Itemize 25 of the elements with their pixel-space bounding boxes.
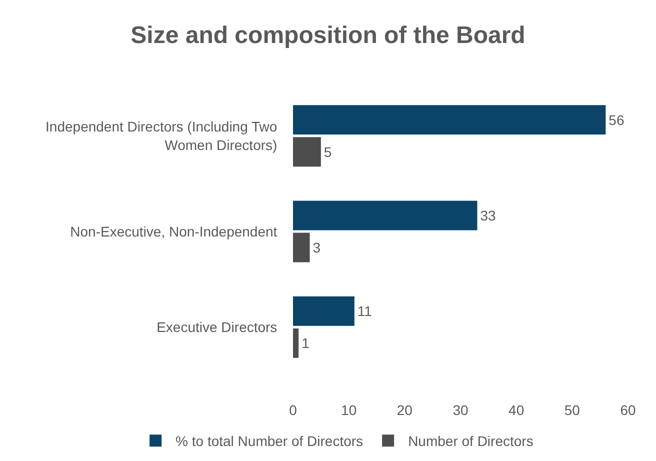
legend-label: % to total Number of Directors [176,433,364,450]
data-label: 3 [312,240,321,256]
x-tick-label: 40 [508,402,524,418]
bar [293,328,299,358]
data-label: 11 [357,303,372,320]
x-tick-label: 30 [452,402,468,418]
legend-label: Number of Directors [408,433,534,450]
data-label: 56 [608,112,624,128]
bar [293,105,606,135]
y-tick-label: Non-Executive, Non-Independent [70,223,278,240]
y-tick-label: Executive Directors [156,319,278,336]
bar [293,137,321,167]
bar [293,232,310,262]
bar [293,296,354,326]
x-tick-label: 50 [564,402,580,418]
data-label: 5 [324,144,332,160]
data-label: 33 [480,207,496,224]
x-tick-label: 0 [289,402,298,418]
x-tick-label: 60 [620,402,636,418]
bar [293,200,478,230]
y-tick-label: Independent Directors (Including Two Women Directors) [46,118,278,153]
data-label: 1 [302,335,310,352]
x-tick-label: 10 [341,402,357,418]
chart-title: Size and composition of the Board [130,22,526,49]
x-tick-label: 20 [396,402,413,418]
